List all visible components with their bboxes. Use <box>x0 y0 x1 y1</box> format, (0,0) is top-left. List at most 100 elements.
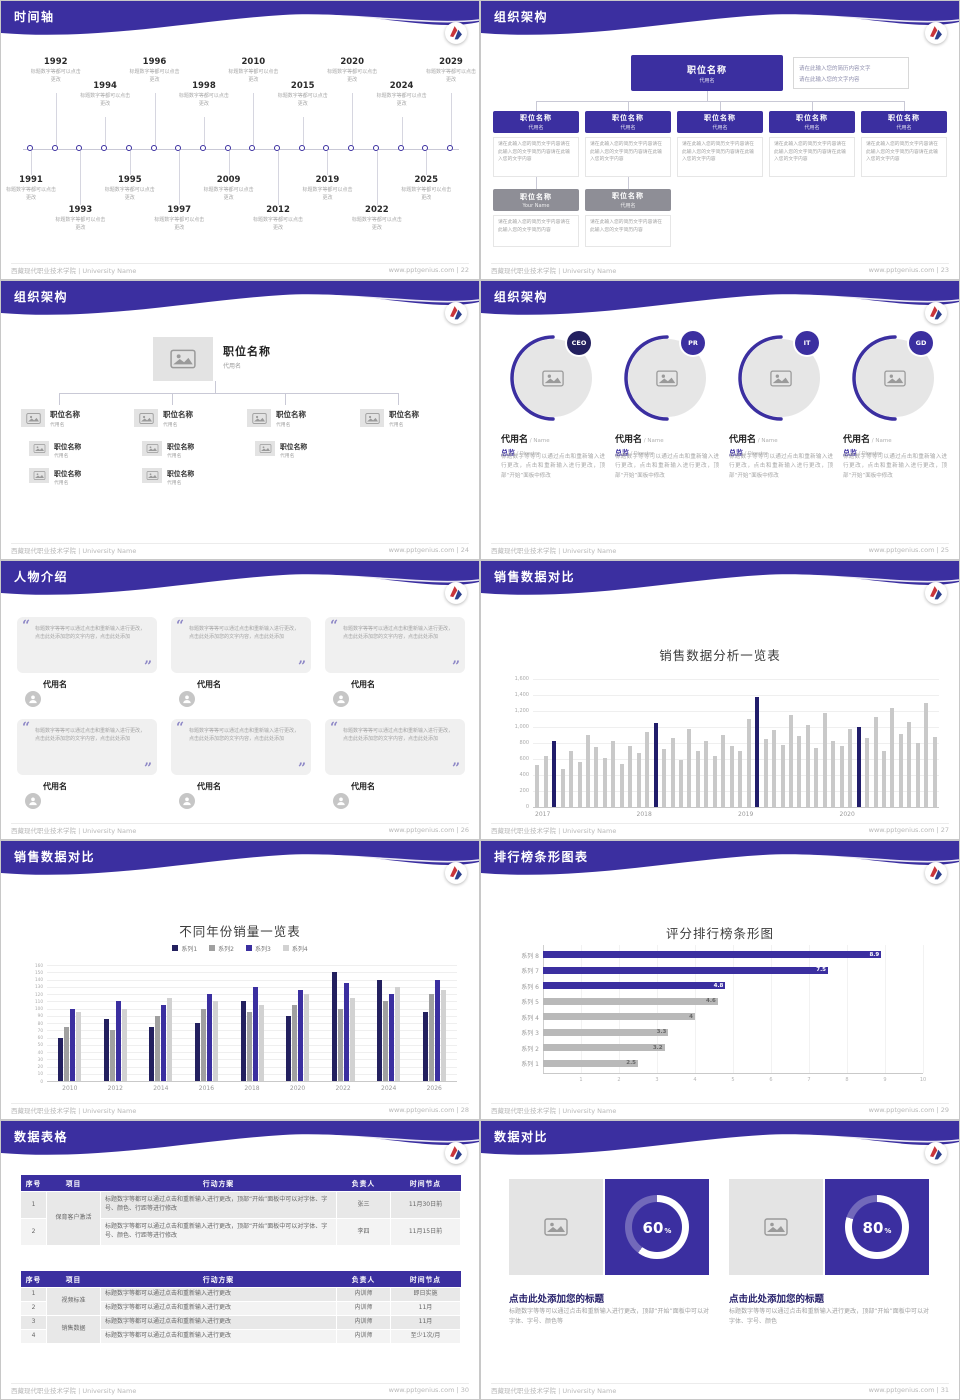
chart-title: 销售数据分析一览表 <box>659 648 781 663</box>
footer-site-page: www.pptgenius.com | 27 <box>868 826 949 834</box>
person-quote-text: 标题数字等等可以通过点击和重新输入进行更改，点击此处添加您的文字内容，点击此处添… <box>35 728 146 742</box>
chart-bar <box>865 738 870 807</box>
header-wave <box>1 281 479 318</box>
legend-swatch <box>282 945 289 951</box>
org2-subitem: 职位名称 代用名 <box>255 441 337 463</box>
category-label: 系列 7 <box>521 968 539 975</box>
table-cell: 4 <box>20 1329 47 1344</box>
org2-branch-label: 职位名称 <box>276 410 306 419</box>
org-root-note: 请在此输入您的简历内容文字 请在此输入您的文字内容 <box>793 57 909 89</box>
school-logo-icon <box>925 22 947 44</box>
timeline-desc: 标题数字等都可以点击更改 <box>104 187 155 201</box>
chart-bar <box>560 769 565 807</box>
school-logo-icon <box>925 862 947 884</box>
x-axis-label: 8 <box>845 1077 849 1083</box>
person-avatar-icon <box>179 691 195 707</box>
timeline-desc: 标题数字等都可以点击更改 <box>351 217 402 231</box>
footer-site-page: www.pptgenius.com | 31 <box>868 1386 949 1394</box>
profile-badge: CEO <box>567 331 591 355</box>
slide-content: “ 标题数字等等可以通过点击和重新输入进行更改，点击此处添加您的文字内容，点击此处… <box>1 561 479 839</box>
image-placeholder-icon <box>33 444 46 453</box>
slide-26-people-intro: 人物介绍 “ 标题数字等等可以通过点击和重新输入进行更改，点击此处添加您的文字内容… <box>1 561 479 839</box>
slide-title: 组织架构 <box>494 290 549 304</box>
close-quote-icon: ” <box>297 761 306 777</box>
grid-line <box>47 1001 457 1003</box>
value-label: 3.2 <box>652 1044 663 1051</box>
compare-image-box <box>729 1179 823 1275</box>
person-card: “ 标题数字等等可以通过点击和重新输入进行更改，点击此处添加您的文字内容，点击此处… <box>171 719 311 813</box>
chart-bar <box>645 731 650 807</box>
header-wave <box>1 841 479 878</box>
grid-line <box>47 979 457 981</box>
person-avatar-icon <box>179 793 195 809</box>
chart-bar <box>206 994 212 1081</box>
x-axis-label: 2020 <box>289 1085 306 1092</box>
timeline-stem <box>278 151 280 205</box>
footer-school-name: 西藏现代职业技术学院 | University Name <box>491 267 617 275</box>
person-name: 代用名 <box>43 782 67 791</box>
table-cell: 11月15日前 <box>390 1218 461 1246</box>
person-avatar-icon <box>333 691 349 707</box>
chart-bar <box>585 735 590 807</box>
slide-title: 排行榜条形图表 <box>494 850 589 864</box>
chart-bar <box>377 979 383 1081</box>
donut-hole: 80% <box>852 1202 902 1252</box>
timeline-stem <box>203 117 205 147</box>
open-quote-icon: “ <box>22 618 31 634</box>
timeline-stem <box>55 93 57 147</box>
slide-header: 销售数据对比 <box>1 841 479 887</box>
slide-30-data-table: 数据表格 序号 项目 行动方案 负责人 时间节点 1 保育客户激活 标题数字等都可以通过点击和… <box>1 1121 479 1399</box>
compare-heading: 点击此处添加您的标题 <box>509 1294 605 1305</box>
timeline-node <box>372 145 379 151</box>
profile-arc <box>738 335 783 421</box>
profile-name: 代用名 / Name <box>843 427 947 445</box>
table-cell: 2 <box>20 1301 47 1316</box>
org2-branch-label: 职位名称 <box>389 410 419 419</box>
chart-bar <box>594 747 599 807</box>
grid-line <box>533 679 939 680</box>
slide-footer: 西藏现代职业技术学院 | University Name www.pptgeni… <box>491 263 949 276</box>
connector-line <box>285 393 286 405</box>
slide-footer: 西藏现代职业技术学院 | University Name www.pptgeni… <box>11 543 469 556</box>
open-quote-icon: “ <box>176 618 185 634</box>
slide-content: 评分排行榜条形图 1 2 3 4 5 6 7 8 9 10 系列 8 8.9 系列 7 7.5 系列 6 4.8… <box>481 841 959 1119</box>
chart-bar <box>109 1030 115 1081</box>
chart-bar <box>662 749 667 807</box>
y-axis-label: 1,400 <box>514 692 529 698</box>
org2-subitem-photo <box>255 441 275 456</box>
slide-content: 销售数据分析一览表 0 200 400 600 800 1,000 1,200 1,400 1,6… <box>481 561 959 839</box>
org2-branch-sub: 代用名 <box>389 423 404 428</box>
org2-subitem-photo <box>142 468 162 483</box>
footer-site-page: www.pptgenius.com | 30 <box>388 1386 469 1394</box>
table-cell: 即日实施 <box>390 1287 461 1302</box>
chart-bar <box>395 986 401 1081</box>
school-logo-icon <box>925 1142 947 1164</box>
slide-31-data-compare: 数据对比 60% 点击此处添加您的标题 标题数字等等可以通过点击和重新输入进行更改，… <box>481 1121 959 1399</box>
donut-hole: 60% <box>632 1202 682 1252</box>
timeline-desc: 标题数字等都可以点击更改 <box>302 187 353 201</box>
connector-line <box>59 393 399 394</box>
profile-name-cn: 代用名 <box>615 435 643 445</box>
y-axis-label: 160 <box>35 962 43 968</box>
x-axis-label: 2018 <box>636 811 652 818</box>
slide-footer: 西藏现代职业技术学院 | University Name www.pptgeni… <box>491 1383 949 1396</box>
table-cell: 1 <box>20 1191 47 1219</box>
image-placeholder-icon <box>544 1218 568 1236</box>
slide-23-org-chart: 组织架构 职位名称 代用名 请在此输入您的简历内容文字 请在此输入您的文字内容 职位名称… <box>481 1 959 279</box>
x-axis-label: 1 <box>579 1077 583 1083</box>
image-placeholder-icon <box>364 412 380 424</box>
profile-role: 总监 / Director <box>615 440 719 457</box>
y-axis-label: 1,200 <box>514 708 529 714</box>
timeline-entry: 1993 标题数字等都可以点击更改 <box>53 205 107 241</box>
connector-line <box>707 91 708 101</box>
timeline-desc: 标题数字等都可以点击更改 <box>277 93 328 107</box>
table-row: 2 标题数字等都可以通过点击和重新输入进行更改 内训师 11月 <box>20 1301 461 1316</box>
y-axis-label: 1,600 <box>514 676 529 682</box>
table-cell: 标题数字等都可以通过点击和重新输入进行更改，顶部“开始”面板中可以对字体、字号、… <box>100 1218 337 1246</box>
slide-header: 组织架构 <box>1 281 479 327</box>
table-cell: 标题数字等都可以通过点击和重新输入进行更改 <box>100 1301 337 1316</box>
x-axis-label: 7 <box>807 1077 811 1083</box>
person-card: “ 标题数字等等可以通过点击和重新输入进行更改，点击此处添加您的文字内容，点击此处… <box>325 617 465 711</box>
slide-title: 数据表格 <box>14 1130 69 1144</box>
